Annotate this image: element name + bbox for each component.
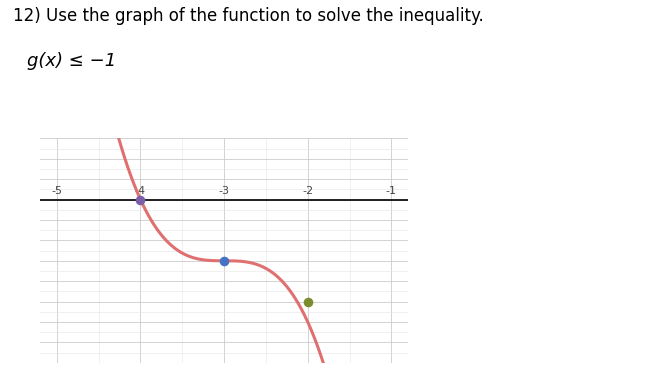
Point — [135, 197, 146, 203]
Text: -3: -3 — [219, 186, 229, 196]
Text: 12) Use the graph of the function to solve the inequality.: 12) Use the graph of the function to sol… — [13, 7, 484, 25]
Text: -2: -2 — [302, 186, 313, 196]
Text: -4: -4 — [135, 186, 146, 196]
Text: -5: -5 — [52, 186, 62, 196]
Text: -1: -1 — [386, 186, 397, 196]
Point — [219, 258, 229, 264]
Text: g(x) ≤ −1: g(x) ≤ −1 — [27, 52, 116, 70]
Point — [302, 298, 313, 304]
